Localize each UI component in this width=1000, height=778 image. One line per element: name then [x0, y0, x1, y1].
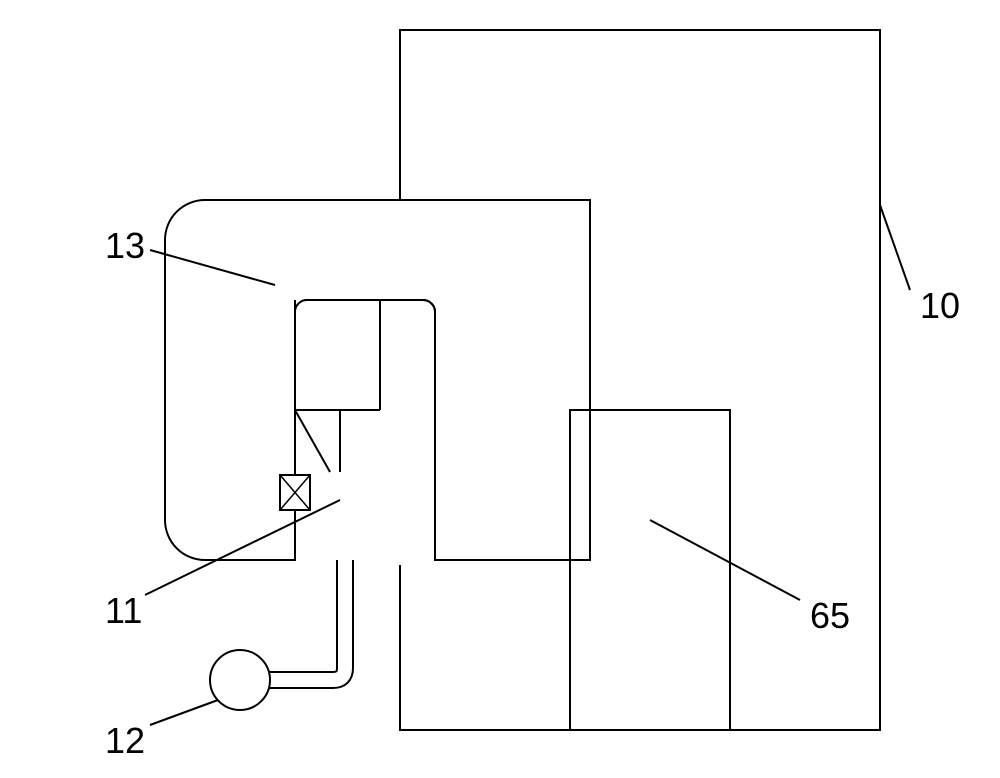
label-10: 10 — [920, 285, 960, 327]
label-13: 13 — [105, 225, 145, 267]
label-65: 65 — [810, 595, 850, 637]
schematic-diagram — [0, 0, 1000, 778]
label-11: 11 — [105, 590, 142, 632]
label-12: 12 — [105, 720, 145, 762]
